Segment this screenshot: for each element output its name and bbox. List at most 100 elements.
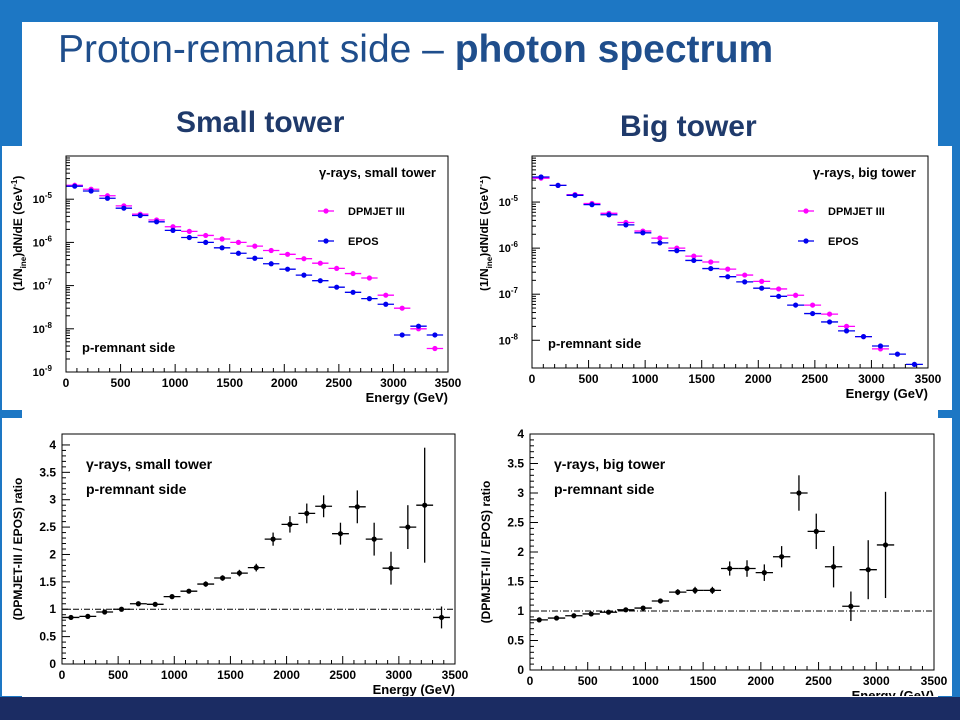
x-tick-label: 1500	[217, 668, 244, 682]
data-point-epos	[361, 296, 378, 302]
chart-small-tower-ratio: 0 500 1000 1500 2000 2500 3000 3500 0 0.5 1 1.5 2 2.5…	[2, 418, 470, 696]
x-tick-label: 2000	[273, 668, 300, 682]
y-tick-label: 2.5	[39, 520, 56, 534]
chart-title: γ-rays, big tower	[554, 456, 666, 472]
x-tick-label: 2500	[329, 668, 356, 682]
data-point-dpmjet-iii	[770, 286, 788, 292]
marker	[268, 247, 274, 254]
marker	[865, 567, 871, 573]
marker	[691, 253, 697, 259]
marker	[153, 219, 160, 225]
marker	[826, 319, 833, 325]
marker	[779, 554, 785, 560]
y-tick-label: 3	[517, 486, 524, 500]
data-point-ratio	[669, 589, 687, 596]
data-point-ratio	[686, 586, 704, 594]
marker	[284, 251, 291, 257]
y-tick-exponent: -6	[45, 234, 53, 243]
slide-title-main: Proton-remnant side –	[58, 28, 455, 71]
data-point-epos	[770, 293, 788, 299]
marker	[796, 490, 802, 496]
data-point-ratio	[565, 613, 583, 619]
data-point-ratio	[264, 532, 282, 546]
data-point-ratio	[146, 601, 164, 607]
marker	[304, 510, 310, 517]
data-point-ratio	[197, 581, 215, 587]
x-tick-label: 1500	[690, 674, 717, 688]
marker	[640, 230, 646, 236]
marker	[776, 286, 782, 292]
data-point-ratio	[721, 561, 739, 576]
data-point-ratio	[180, 588, 198, 594]
x-tick-label: 2000	[748, 674, 775, 688]
marker	[709, 587, 715, 593]
marker	[432, 332, 438, 338]
data-point-dpmjet-iii	[719, 266, 737, 272]
y-tick-exponent: -7	[45, 278, 53, 287]
marker	[371, 536, 377, 542]
data-point-ratio	[433, 606, 450, 629]
y-tick-label: 1.5	[507, 575, 524, 589]
chart-big-tower-ratio: 0 500 1000 1500 2000 2500 3000 3500 0 0.5 1 1.5 2 2.5…	[480, 418, 952, 696]
marker	[236, 570, 243, 576]
y-tick-base: 10	[499, 289, 511, 301]
marker	[744, 565, 750, 572]
marker	[104, 195, 111, 201]
marker	[152, 601, 158, 607]
data-point-epos	[719, 274, 737, 280]
data-point-epos	[736, 279, 754, 285]
data-point-epos	[344, 289, 362, 295]
marker	[793, 302, 799, 308]
marker	[691, 257, 697, 264]
data-point-epos	[549, 182, 567, 189]
data-point-dpmjet-iii	[393, 305, 411, 311]
data-point-ratio	[298, 503, 316, 524]
data-point-ratio	[824, 546, 843, 588]
marker	[399, 305, 405, 311]
marker	[708, 265, 714, 272]
marker	[813, 528, 819, 534]
data-point-dpmjet-iii	[344, 270, 362, 277]
data-point-ratio	[247, 563, 265, 572]
marker	[848, 603, 854, 609]
marker	[761, 570, 767, 576]
x-tick-label: 3000	[380, 376, 407, 390]
data-point-dpmjet-iii	[753, 278, 771, 284]
data-point-epos	[393, 332, 411, 338]
y-tick-label: 2	[49, 547, 56, 561]
x-tick-label: 2500	[802, 372, 829, 386]
chart-title: γ-rays, small tower	[319, 165, 436, 180]
x-tick-label: 500	[579, 372, 599, 386]
marker	[588, 611, 594, 617]
x-tick-label: 0	[59, 668, 66, 682]
chart-svg: 0 500 1000 1500 2000 2500 3000 3500 0 0.5 1 1.5 2 2.5…	[480, 427, 948, 696]
data-point-epos	[702, 265, 720, 272]
big-tower-label: Big tower	[620, 110, 757, 143]
marker	[415, 323, 422, 329]
x-tick-label: 2000	[745, 372, 772, 386]
data-point-ratio	[807, 513, 825, 550]
data-point-epos	[617, 222, 635, 228]
marker	[85, 613, 91, 619]
marker	[137, 212, 143, 219]
marker	[118, 606, 125, 612]
y-tick-label: 10-5	[33, 191, 53, 206]
data-point-dpmjet-iii	[213, 236, 231, 242]
marker	[911, 361, 918, 367]
data-point-dpmjet-iii	[246, 243, 264, 249]
y-tick-label: 10-7	[33, 278, 53, 293]
chart-small-tower-spectrum: 0 500 1000 1500 2000 2500 3000 3500 10-9 10-8 10-7…	[2, 146, 470, 410]
data-point-dpmjet-iii	[804, 302, 822, 308]
marker	[350, 289, 356, 295]
y-tick-exponent: -6	[511, 240, 519, 249]
marker	[186, 588, 192, 594]
data-point-ratio	[399, 505, 417, 549]
y-tick-label: 2	[517, 545, 524, 559]
data-point-dpmjet-iii	[361, 275, 378, 281]
y-axis-label: (1/Nine)dN/dE (GeV-1)	[480, 176, 494, 291]
data-point-ratio	[634, 605, 652, 611]
data-point-epos	[426, 332, 444, 338]
marker	[337, 531, 344, 537]
marker	[68, 614, 74, 621]
y-tick-base: 10	[33, 324, 45, 336]
